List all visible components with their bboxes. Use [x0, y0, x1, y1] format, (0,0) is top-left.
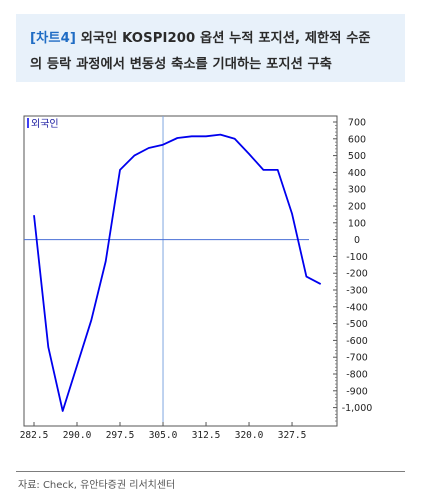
y-tick-label: 0: [354, 235, 360, 246]
y-tick-label: -300: [346, 286, 368, 297]
y-tick-label: -800: [346, 370, 368, 381]
y-tick-label: -400: [346, 302, 368, 313]
x-tick-label: 327.5: [278, 430, 307, 440]
y-tick-label: -700: [346, 353, 368, 364]
y-tick-label: 300: [348, 185, 366, 196]
y-tick-label: -900: [346, 386, 368, 397]
title-text-1: 외국인 KOSPI200 옵션 누적 포지션, 제한적 수준: [76, 31, 371, 46]
x-tick-label: 305.0: [149, 430, 178, 440]
y-tick-label: 500: [348, 151, 366, 162]
plot-frame: [23, 115, 338, 427]
title-line-2: 의 등락 과정에서 변동성 축소를 기대하는 포지션 구축: [30, 57, 332, 72]
y-tick-label: -600: [346, 336, 368, 347]
y-tick-label: 600: [348, 134, 366, 145]
y-tick-label: 100: [348, 218, 366, 229]
y-tick-label: 400: [348, 168, 366, 179]
legend-label: 외국인: [31, 118, 59, 130]
y-tick-label: -500: [346, 319, 368, 330]
line-chart: 700 600 500 400 300 200 100 0 -100 -200 -300 -400 -5…: [20, 115, 373, 440]
x-tick-label: 290.0: [63, 430, 92, 440]
x-tick-label: 312.5: [192, 430, 221, 440]
x-tick-label: 282.5: [20, 430, 49, 440]
y-tick-label: -1,000: [342, 403, 373, 414]
y-tick-label: -100: [346, 252, 368, 263]
y-tick-label: 700: [348, 118, 366, 129]
series-line-foreign: [33, 133, 322, 412]
title-line-1: [차트4] 외국인 KOSPI200 옵션 누적 포지션, 제한적 수준: [30, 27, 371, 46]
chart-tag: [차트4]: [30, 31, 76, 46]
title-box: [차트4] 외국인 KOSPI200 옵션 누적 포지션, 제한적 수준 의 등…: [16, 14, 405, 82]
source-divider: [16, 471, 405, 472]
x-tick-label: 320.0: [235, 430, 264, 440]
x-tick-label: 297.5: [106, 430, 135, 440]
source-note: 자료: Check, 유안타증권 리서치센터: [18, 480, 176, 491]
y-tick-label: -200: [346, 269, 368, 280]
y-tick-label: 200: [348, 202, 366, 213]
